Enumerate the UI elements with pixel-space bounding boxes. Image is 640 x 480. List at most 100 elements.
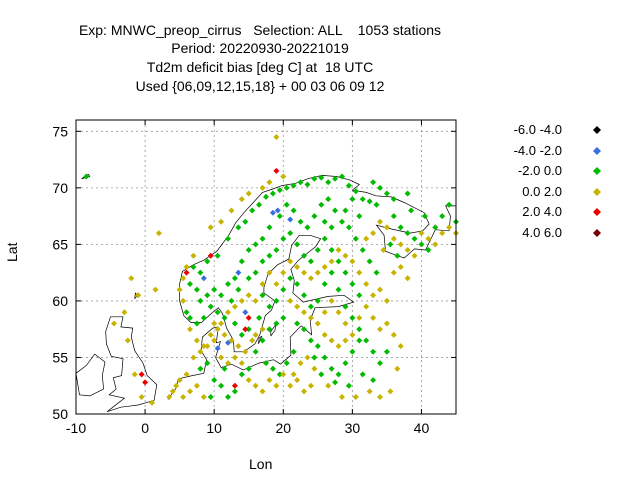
data-point: [200, 394, 207, 401]
data-point: [231, 275, 238, 282]
data-point: [432, 224, 439, 231]
data-point: [283, 201, 290, 208]
plot-frame: [75, 119, 457, 415]
data-point: [342, 207, 349, 214]
data-point: [193, 320, 200, 327]
legend-marker: [593, 208, 601, 216]
data-point: [339, 218, 345, 225]
data-point: [314, 320, 321, 327]
y-axis-label: Lat: [4, 242, 20, 262]
data-point: [238, 360, 245, 367]
data-point: [446, 224, 453, 231]
data-point: [377, 218, 383, 225]
series-2: [83, 173, 459, 401]
data-point: [249, 337, 256, 344]
data-point: [349, 348, 356, 355]
y-tick-label: 75: [52, 123, 68, 139]
data-point: [321, 354, 328, 361]
data-point: [383, 348, 390, 355]
title-line-3: Td2m deficit bias [deg C] at 18 UTC: [146, 59, 374, 75]
data-point: [266, 252, 273, 259]
data-point: [231, 320, 238, 327]
data-point: [252, 331, 259, 338]
data-point: [183, 264, 190, 270]
legend-entry: -4.0 -2.0: [513, 142, 562, 158]
data-point: [301, 252, 307, 259]
data-point: [287, 230, 294, 237]
data-point: [335, 258, 342, 265]
data-point: [411, 235, 418, 242]
data-point: [294, 377, 301, 384]
data-point: [280, 269, 287, 276]
data-point: [301, 269, 307, 276]
grid-lines: [76, 120, 456, 414]
data-point: [394, 365, 401, 372]
data-point: [218, 354, 225, 361]
data-point: [225, 360, 231, 367]
data-point: [287, 216, 294, 223]
data-point: [197, 297, 204, 304]
data-point: [231, 354, 238, 361]
data-point: [290, 182, 297, 189]
data-point: [214, 345, 221, 352]
data-point: [180, 275, 187, 282]
x-tick-label: -10: [66, 420, 86, 436]
data-point: [383, 190, 390, 197]
data-point: [183, 371, 190, 378]
data-point: [231, 388, 238, 395]
data-point: [370, 292, 377, 299]
data-point: [301, 326, 307, 333]
data-point: [356, 337, 363, 344]
data-point: [304, 181, 311, 188]
data-point: [370, 314, 377, 321]
data-point: [321, 235, 328, 242]
data-point: [152, 286, 159, 293]
data-point: [274, 207, 281, 214]
data-point: [370, 179, 377, 186]
data-point: [345, 182, 352, 189]
data-point: [373, 201, 380, 208]
data-point: [387, 241, 394, 248]
data-point: [290, 207, 297, 214]
data-point: [190, 264, 197, 270]
data-point: [207, 303, 214, 310]
data-point: [259, 235, 266, 242]
data-point: [245, 275, 252, 282]
data-point: [397, 224, 404, 231]
data-point: [411, 252, 418, 259]
title-line-1: Exp: MNWC_preop_cirrus Selection: ALL 10…: [78, 22, 442, 38]
data-point: [342, 252, 349, 259]
data-point: [155, 230, 162, 237]
data-point: [307, 314, 314, 321]
legend-marker-shape: [593, 126, 601, 134]
data-point: [307, 258, 314, 265]
legend-marker-shape: [593, 167, 601, 175]
data-point: [193, 337, 200, 344]
data-point: [328, 297, 335, 304]
data-point: [325, 382, 332, 389]
data-point: [259, 292, 266, 299]
data-point: [349, 196, 356, 203]
data-point: [221, 365, 228, 372]
data-point: [318, 174, 325, 181]
x-tick-label: 20: [275, 420, 291, 436]
data-point: [259, 326, 266, 333]
data-point: [131, 371, 138, 378]
data-point: [221, 331, 228, 338]
data-point: [183, 269, 190, 276]
legend-marker: [593, 167, 601, 175]
data-point: [242, 309, 249, 316]
data-point: [356, 213, 363, 220]
data-point: [187, 388, 193, 395]
data-point: [238, 196, 245, 203]
data-point: [187, 314, 193, 321]
data-point: [314, 297, 321, 304]
data-point: [263, 193, 269, 200]
data-point: [311, 354, 318, 361]
data-point: [297, 179, 304, 186]
legend-marker: [593, 228, 601, 237]
data-point: [200, 343, 207, 350]
data-point: [383, 320, 390, 327]
data-point: [321, 264, 328, 270]
data-point: [325, 179, 332, 186]
